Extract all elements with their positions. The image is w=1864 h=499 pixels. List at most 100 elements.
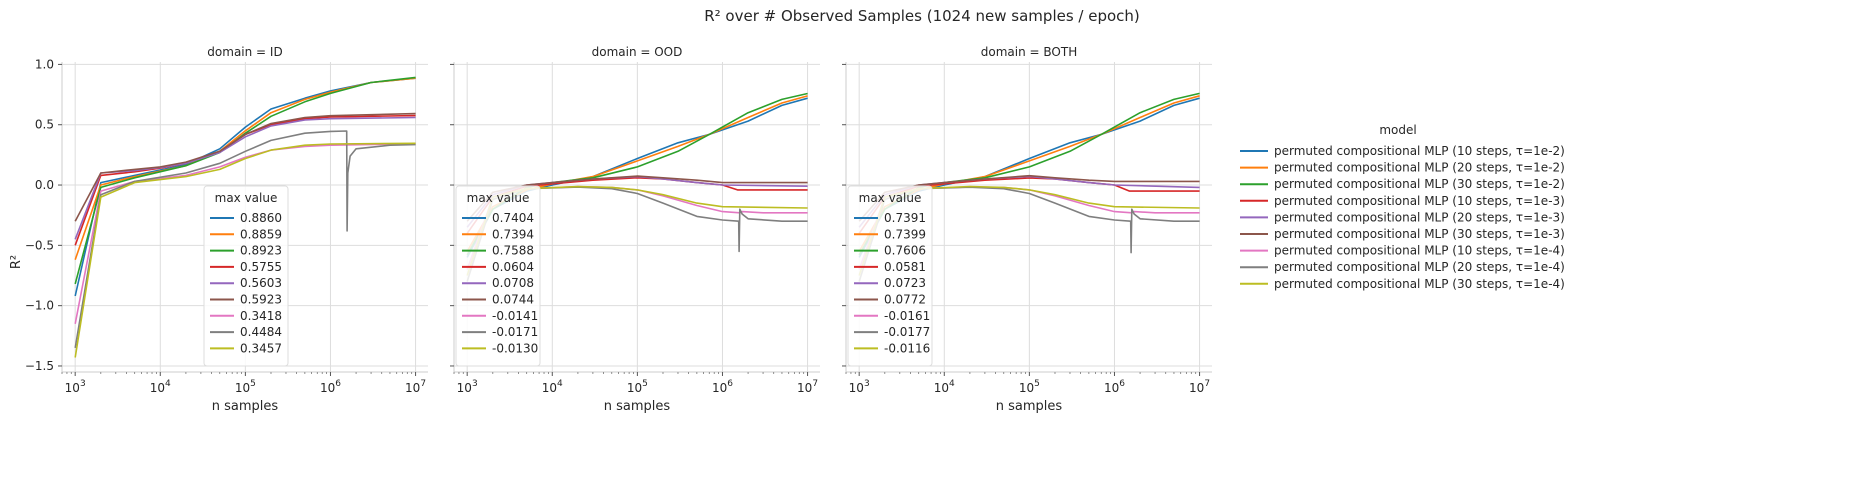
x-axis-label: n samples bbox=[996, 399, 1063, 414]
max-value-legend-entry: 0.3457 bbox=[240, 341, 282, 355]
panel-title: domain = OOD bbox=[592, 45, 683, 59]
x-tick-label: 103 bbox=[457, 379, 478, 395]
max-value-legend-entry: 0.7588 bbox=[492, 244, 534, 258]
panel-title: domain = ID bbox=[207, 45, 282, 59]
max-value-legend-entry: 0.3418 bbox=[240, 309, 282, 323]
max-value-legend-entry: 0.5755 bbox=[240, 260, 282, 274]
x-tick-base: 10 bbox=[65, 381, 80, 395]
max-value-legend-title: max value bbox=[215, 191, 278, 205]
max-value-legend-entry: -0.0171 bbox=[492, 325, 538, 339]
max-value-legend-entry: -0.0177 bbox=[884, 325, 930, 339]
series-line-1 bbox=[74, 77, 416, 297]
series-line-6 bbox=[74, 112, 416, 222]
x-tick-exponent: 4 bbox=[949, 379, 955, 389]
max-value-legend-box bbox=[847, 185, 933, 367]
x-tick-label: 106 bbox=[712, 379, 733, 395]
series-line-8 bbox=[74, 130, 416, 349]
x-tick-label: 104 bbox=[542, 379, 563, 395]
model-legend-entry: permuted compositional MLP (30 steps, τ=… bbox=[1274, 277, 1565, 291]
y-tick-label: 0.0 bbox=[35, 178, 54, 192]
x-tick-exponent: 5 bbox=[1034, 379, 1040, 389]
y-axis-label: R² bbox=[9, 255, 24, 269]
x-tick-exponent: 6 bbox=[335, 379, 341, 389]
x-tick-label: 106 bbox=[1104, 379, 1125, 395]
x-tick-exponent: 4 bbox=[557, 379, 563, 389]
x-tick-label: 107 bbox=[1189, 379, 1210, 395]
max-value-legend-title: max value bbox=[467, 191, 530, 205]
x-tick-label: 105 bbox=[1019, 379, 1040, 395]
x-tick-base: 10 bbox=[1019, 381, 1034, 395]
max-value-legend-entry: 0.5603 bbox=[240, 276, 282, 290]
x-tick-base: 10 bbox=[457, 381, 472, 395]
max-value-legend-entry: 0.8860 bbox=[240, 211, 282, 225]
x-tick-base: 10 bbox=[627, 381, 642, 395]
x-tick-base: 10 bbox=[797, 381, 812, 395]
y-tick-label: 1.0 bbox=[35, 57, 54, 71]
max-value-legend-entry: 0.7399 bbox=[884, 227, 926, 241]
max-value-legend-entry: 0.0708 bbox=[492, 276, 534, 290]
x-tick-exponent: 5 bbox=[250, 379, 256, 389]
model-legend-entry: permuted compositional MLP (10 steps, τ=… bbox=[1274, 194, 1565, 208]
max-value-legend-entry: -0.0130 bbox=[492, 341, 538, 355]
max-value-legend-title: max value bbox=[859, 191, 922, 205]
max-value-legend: max value 0.8860 0.8859 0.8923 0.5755 0.5603 0… bbox=[203, 185, 289, 367]
model-legend-entry: permuted compositional MLP (10 steps, τ=… bbox=[1274, 244, 1565, 258]
panel-title: domain = BOTH bbox=[981, 45, 1077, 59]
max-value-legend: max value 0.7391 0.7399 0.7606 0.0581 0.0723 0… bbox=[847, 185, 933, 367]
x-tick-label: 105 bbox=[235, 379, 256, 395]
max-value-legend-entry: 0.0744 bbox=[492, 293, 534, 307]
series-line-7 bbox=[74, 143, 416, 324]
max-value-legend-entry: 0.7394 bbox=[492, 227, 534, 241]
x-tick-base: 10 bbox=[235, 381, 250, 395]
x-tick-exponent: 4 bbox=[165, 379, 171, 389]
max-value-legend-entry: 0.7404 bbox=[492, 211, 534, 225]
x-tick-base: 10 bbox=[712, 381, 727, 395]
series-line-9 bbox=[74, 142, 416, 358]
model-legend-entry: permuted compositional MLP (20 steps, τ=… bbox=[1274, 260, 1565, 274]
max-value-legend-entry: 0.0772 bbox=[884, 293, 926, 307]
max-value-legend-entry: 0.8859 bbox=[240, 227, 282, 241]
x-tick-base: 10 bbox=[405, 381, 420, 395]
x-tick-base: 10 bbox=[1189, 381, 1204, 395]
model-legend-entry: permuted compositional MLP (20 steps, τ=… bbox=[1274, 161, 1565, 175]
max-value-legend: max value 0.7404 0.7394 0.7588 0.0604 0.0708 0… bbox=[455, 185, 541, 367]
x-tick-exponent: 7 bbox=[420, 379, 426, 389]
x-tick-label: 103 bbox=[849, 379, 870, 395]
model-legend-entry: permuted compositional MLP (10 steps, τ=… bbox=[1274, 144, 1565, 158]
y-tick-label: −1.0 bbox=[25, 299, 54, 313]
x-tick-exponent: 3 bbox=[80, 379, 86, 389]
max-value-legend-box bbox=[203, 185, 289, 367]
x-tick-base: 10 bbox=[1104, 381, 1119, 395]
x-tick-base: 10 bbox=[934, 381, 949, 395]
x-tick-exponent: 6 bbox=[727, 379, 733, 389]
max-value-legend-entry: 0.0604 bbox=[492, 260, 534, 274]
x-tick-label: 104 bbox=[150, 379, 171, 395]
model-legend-entry: permuted compositional MLP (20 steps, τ=… bbox=[1274, 210, 1565, 224]
x-tick-base: 10 bbox=[150, 381, 165, 395]
x-tick-label: 106 bbox=[320, 379, 341, 395]
x-tick-exponent: 7 bbox=[812, 379, 818, 389]
max-value-legend-entry: 0.5923 bbox=[240, 293, 282, 307]
x-tick-label: 107 bbox=[405, 379, 426, 395]
model-legend: model permuted compositional MLP (10 step… bbox=[1240, 123, 1565, 291]
x-tick-label: 107 bbox=[797, 379, 818, 395]
max-value-legend-entry: -0.0141 bbox=[492, 309, 538, 323]
x-axis-label: n samples bbox=[604, 399, 671, 414]
max-value-legend-box bbox=[455, 185, 541, 367]
figure-title: R² over # Observed Samples (1024 new sam… bbox=[704, 7, 1140, 25]
x-tick-label: 105 bbox=[627, 379, 648, 395]
max-value-legend-entry: 0.8923 bbox=[240, 244, 282, 258]
series-line-3 bbox=[74, 76, 416, 285]
x-axis-label: n samples bbox=[212, 399, 279, 414]
max-value-legend-entry: -0.0161 bbox=[884, 309, 930, 323]
x-tick-exponent: 6 bbox=[1119, 379, 1125, 389]
series-group bbox=[74, 76, 416, 358]
max-value-legend-entry: 0.0723 bbox=[884, 276, 926, 290]
x-tick-base: 10 bbox=[542, 381, 557, 395]
y-tick-label: −1.5 bbox=[25, 359, 54, 373]
x-tick-exponent: 7 bbox=[1204, 379, 1210, 389]
